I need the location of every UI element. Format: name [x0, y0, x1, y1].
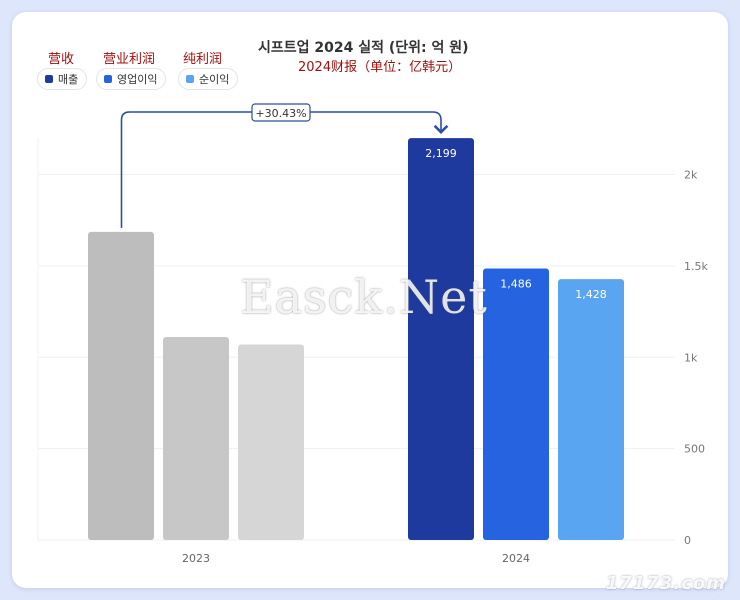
growth-label: +30.43%	[255, 107, 306, 120]
y-tick-label: 1k	[684, 351, 698, 364]
growth-arrow	[120, 111, 449, 228]
x-tick-label: 2024	[502, 552, 530, 565]
data-label: 1,486	[500, 277, 532, 290]
legend-label: 영업이익	[117, 73, 158, 86]
chart-subtitle: 2024财报（单位：亿韩元）	[298, 60, 462, 75]
growth-label-box	[251, 103, 311, 122]
growth-annotation: +30.43%	[120, 103, 449, 228]
data-label: 2,199	[425, 147, 457, 160]
legend-cn-net-profit: 纯利润	[183, 52, 223, 67]
bar-2024-0	[408, 138, 474, 540]
y-tick-label: 1.5k	[684, 260, 708, 273]
legend-item-net-profit[interactable]: 순이익	[178, 68, 239, 90]
legend-cn-operating-profit: 营业利润	[103, 52, 156, 67]
bar-2024-2	[558, 279, 624, 540]
y-tick-label: 0	[684, 534, 691, 547]
data-label: 1,428	[575, 288, 607, 301]
legend-item-revenue[interactable]: 매출	[37, 68, 88, 90]
legend-cn-revenue: 营收	[48, 52, 75, 67]
legend-swatch-icon	[186, 75, 194, 83]
legend-swatch-icon	[104, 75, 112, 83]
legend-item-operating-profit[interactable]: 영업이익	[96, 68, 167, 90]
legend-label: 순이익	[199, 73, 230, 86]
bar-2023-1	[163, 336, 229, 540]
watermark-text: Easck.Net	[240, 270, 488, 324]
y-tick-label: 2k	[684, 169, 698, 182]
x-tick-label: 2023	[182, 552, 210, 565]
legend-swatch-icon	[45, 75, 53, 83]
corner-watermark: 17173.com	[605, 573, 726, 594]
bar-2024-1	[483, 268, 549, 540]
bar-2023-2	[238, 344, 304, 540]
legend-label: 매출	[58, 73, 79, 86]
bar-2023-0	[88, 231, 154, 540]
y-tick-label: 500	[684, 443, 705, 456]
chart-title: 시프트업 2024 실적 (단위: 억 원)	[258, 40, 469, 56]
